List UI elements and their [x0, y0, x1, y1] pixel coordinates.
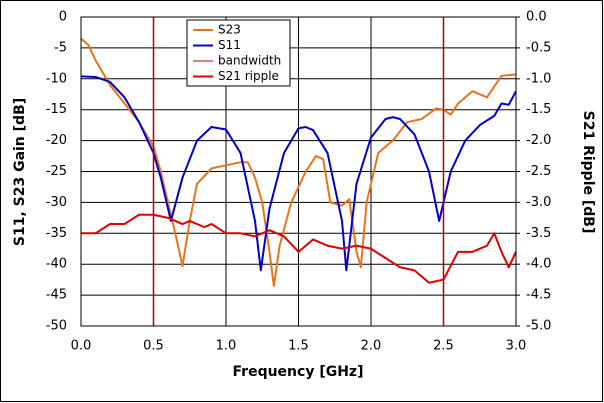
y-tick-label: -40 [46, 257, 67, 272]
legend-label: bandwidth [218, 54, 281, 68]
series-line [81, 213, 517, 284]
legend-label: S21 ripple [218, 69, 279, 83]
series-line [80, 75, 517, 272]
y-tick-label: -25 [46, 164, 67, 179]
x-tick-label: 0.5 [143, 339, 164, 354]
x-tick-label: 0.0 [71, 339, 92, 354]
y-tick-label: -15 [46, 102, 67, 117]
y2-tick-label: -3.0 [526, 195, 551, 210]
y2-tick-label: -3.5 [526, 226, 551, 241]
y2-axis-label: S21 Ripple [dB] [580, 111, 596, 234]
y2-tick-label: -2.0 [526, 133, 551, 148]
x-tick-label: 3.0 [506, 339, 527, 354]
y2-tick-label: -2.5 [526, 164, 551, 179]
y-tick-label: -45 [46, 288, 67, 303]
y2-tick-label: -1.0 [526, 71, 551, 86]
y-tick-label: -50 [46, 319, 67, 334]
y2-tick-label: -4.0 [526, 257, 551, 272]
legend-label: S23 [218, 23, 241, 37]
y2-tick-label: -5.0 [526, 319, 551, 334]
x-axis-label: Frequency [GHz] [233, 364, 364, 380]
y-axis-label: S11, S23 Gain [dB] [12, 98, 28, 246]
y2-tick-label: 0.0 [526, 10, 547, 25]
y-tick-label: -10 [46, 71, 67, 86]
y-tick-label: -35 [46, 226, 67, 241]
x-tick-label: 2.5 [433, 339, 454, 354]
y-tick-label: -30 [46, 195, 67, 210]
x-tick-label: 1.0 [216, 339, 237, 354]
series-line [80, 37, 517, 287]
y2-tick-label: -4.5 [526, 288, 551, 303]
y2-tick-label: -0.5 [526, 40, 551, 55]
x-tick-label: 2.0 [361, 339, 382, 354]
x-tick-label: 1.5 [288, 339, 309, 354]
y2-tick-label: -1.5 [526, 102, 551, 117]
legend-label: S11 [218, 38, 241, 52]
y-tick-label: -5 [54, 40, 67, 55]
y-tick-label: -20 [46, 133, 67, 148]
y-tick-label: 0 [59, 10, 67, 25]
